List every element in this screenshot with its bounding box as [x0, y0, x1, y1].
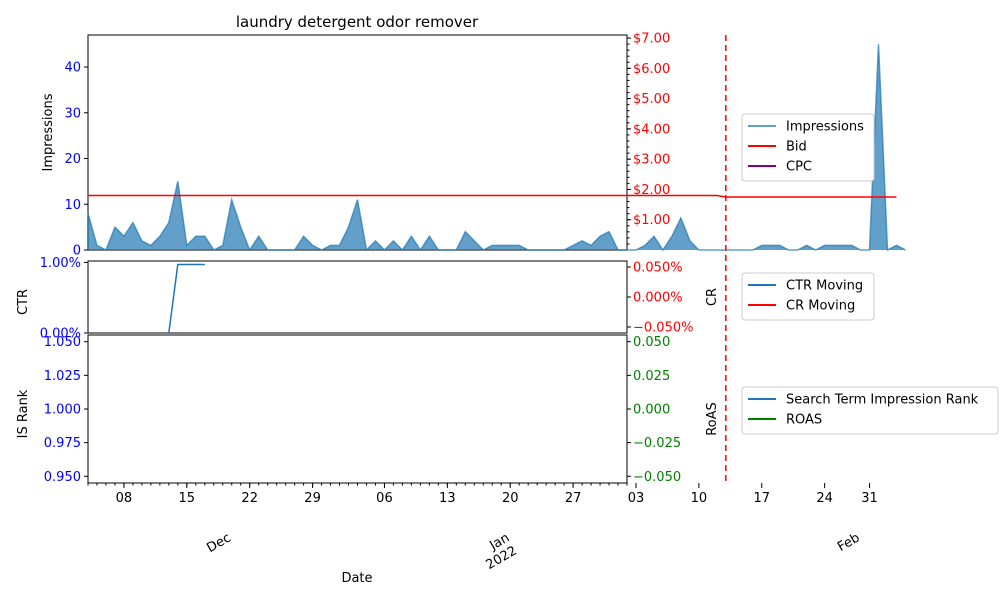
- ctr-moving-line: [168, 263, 205, 334]
- legend-label: CPC: [786, 160, 812, 175]
- isrank-panel: 0.950 0.975 1.000 1.025 1.050 IS Rank −0.050 −0…: [16, 334, 720, 485]
- panel-frame: [87, 260, 628, 334]
- x-tick-label: 08: [116, 491, 133, 506]
- legend-1: CTR Moving CR Moving: [741, 272, 875, 321]
- legend-box: [741, 386, 999, 435]
- right-tick-label: −0.050%: [633, 321, 693, 336]
- legend-label: CR Moving: [786, 299, 855, 314]
- right-tick-label: $1.00: [633, 213, 670, 228]
- chart-title: laundry detergent odor remover: [236, 13, 479, 31]
- x-tick-label: 03: [628, 491, 645, 506]
- x-month-label: Dec: [204, 530, 233, 556]
- x-tick-label: 22: [241, 491, 258, 506]
- x-month-line: Dec: [204, 530, 233, 556]
- x-tick-label: 13: [439, 491, 456, 506]
- left-tick-label: 0.975: [44, 436, 81, 451]
- legend-label: CTR Moving: [786, 279, 863, 294]
- legend-2: Search Term Impression Rank ROAS: [741, 386, 999, 435]
- x-tick-label: 27: [565, 491, 582, 506]
- left-tick-label: 30: [64, 106, 81, 121]
- right-axis-label: RoAS: [705, 402, 720, 436]
- x-tick-label: 15: [179, 491, 196, 506]
- x-tick-label: 20: [502, 491, 519, 506]
- legend-label: Impressions: [786, 120, 864, 135]
- ctr-panel: 0.00% 1.00% CTR −0.050% 0.000% 0.050% CR: [16, 256, 720, 342]
- right-tick-label: 0.050: [633, 335, 670, 350]
- x-tick-label: 17: [753, 491, 770, 506]
- impressions-line: [87, 44, 906, 252]
- left-tick-label: 1.050: [44, 335, 81, 350]
- legend-box: [741, 113, 875, 182]
- panel-frame: [87, 334, 628, 484]
- left-tick-label: 10: [64, 198, 81, 213]
- left-tick-label: 0.00%: [40, 327, 81, 342]
- right-tick-label: $5.00: [633, 92, 670, 107]
- right-tick-label: $4.00: [633, 122, 670, 137]
- left-tick-label: 0: [73, 244, 81, 259]
- right-axis-label: CR: [705, 288, 720, 306]
- right-tick-label: −0.025: [633, 436, 681, 451]
- right-tick-label: 0.000%: [633, 291, 683, 306]
- legend-label: ROAS: [786, 413, 822, 428]
- right-tick-label: $6.00: [633, 62, 670, 77]
- x-tick-label: 10: [691, 491, 708, 506]
- right-tick-label: $2.00: [633, 183, 670, 198]
- left-axis-label: IS Rank: [16, 389, 31, 438]
- left-tick-label: 1.000: [44, 403, 81, 418]
- left-tick-label: 0.950: [44, 470, 81, 485]
- left-tick-label: 40: [64, 61, 81, 76]
- left-tick-label: 20: [64, 152, 81, 167]
- right-tick-label: 0.050%: [633, 261, 683, 276]
- legend-label: Bid: [786, 140, 807, 155]
- right-tick-label: 0.000: [633, 403, 670, 418]
- impressions-panel: 0 10 20 30 40 Impressions $1.00 $2.00 $3.00 $4.00…: [41, 32, 906, 259]
- right-tick-label: 0.025: [633, 369, 670, 384]
- x-month-label: Jan2022: [476, 530, 520, 573]
- x-month-label: Feb: [835, 530, 862, 555]
- left-tick-label: 1.025: [44, 369, 81, 384]
- x-tick-label: 24: [816, 491, 833, 506]
- x-tick-label: 29: [304, 491, 321, 506]
- left-axis-label: Impressions: [41, 93, 56, 171]
- x-tick-label: 31: [861, 491, 878, 506]
- impressions-area: [88, 44, 906, 250]
- x-month-line: Feb: [835, 530, 862, 555]
- x-axis-label: Date: [341, 571, 372, 586]
- legend-0: Impressions Bid CPC: [741, 113, 875, 182]
- bid-line: [88, 194, 897, 198]
- x-tick-label: 06: [376, 491, 393, 506]
- left-axis-label: CTR: [16, 289, 31, 315]
- legend-label: Search Term Impression Rank: [786, 393, 979, 408]
- right-tick-label: $3.00: [633, 153, 670, 168]
- left-tick-label: 1.00%: [40, 256, 81, 271]
- right-tick-label: −0.050: [633, 470, 681, 485]
- right-tick-label: $7.00: [633, 32, 670, 47]
